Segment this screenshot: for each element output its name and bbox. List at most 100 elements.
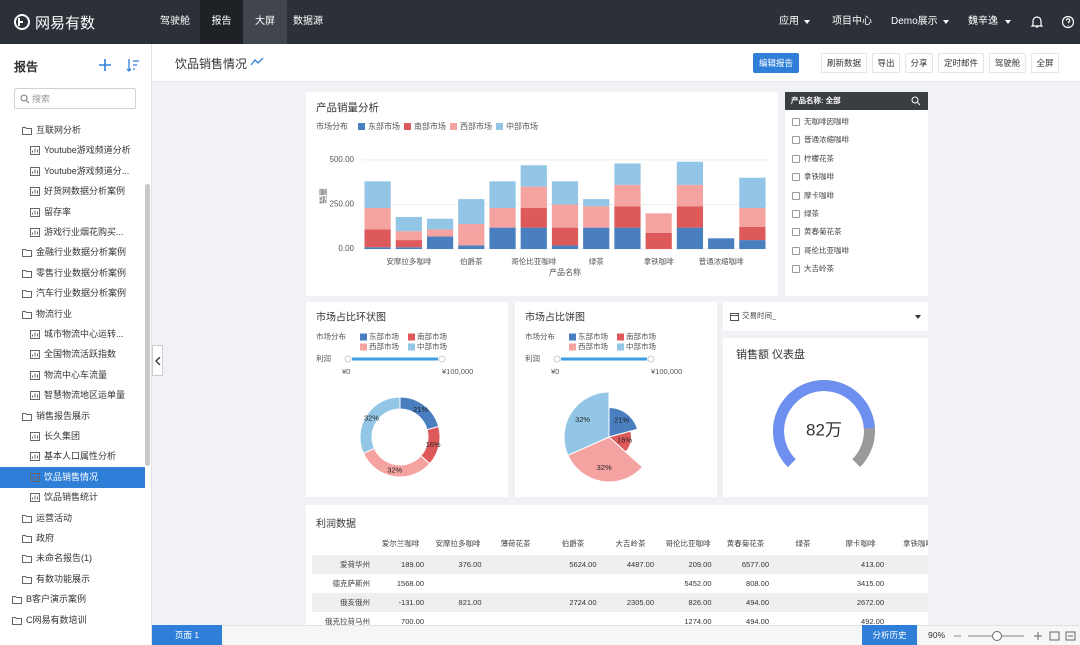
- tree-report[interactable]: 好货网数据分析案例: [44, 186, 126, 197]
- tree-report[interactable]: 游戏行业烟花购买...: [44, 227, 124, 237]
- tree-report[interactable]: 留存率: [44, 206, 72, 217]
- toolbar-button[interactable]: 导出: [872, 53, 900, 73]
- tree-folder[interactable]: 零售行业数据分析案例: [36, 267, 127, 278]
- filter-option[interactable]: 大吉岭茶: [804, 264, 834, 274]
- top-nav: 网易有数 驾驶舱 报告 大屏 数据源 应用 项目中心 Demo展示 魏辛逸: [0, 0, 1080, 44]
- tree-report[interactable]: 长久集团: [44, 431, 81, 441]
- bar-segment: [739, 226, 766, 241]
- y-axis-label: 销量: [318, 188, 328, 204]
- collapse-button[interactable]: [152, 345, 163, 376]
- tree-folder[interactable]: 运营活动: [36, 512, 73, 523]
- tree-folder[interactable]: 政府: [36, 533, 55, 543]
- filter-option[interactable]: 柠檬花茶: [804, 153, 834, 163]
- page-tab[interactable]: 页面 1: [152, 625, 222, 645]
- filter-option[interactable]: 摩卡咖啡: [804, 190, 834, 200]
- column-header: 哥伦比亚咖啡: [665, 539, 711, 548]
- checkbox[interactable]: [792, 228, 800, 237]
- checkbox[interactable]: [792, 173, 800, 182]
- tree-root-folder[interactable]: B客户演示案例: [26, 594, 87, 605]
- tree-root-folder[interactable]: C网易有数培训: [26, 614, 87, 625]
- filter-option[interactable]: 黄春菊花茶: [804, 227, 842, 237]
- slider-max: ¥100,000: [651, 367, 682, 376]
- chart-title: 市场占比饼图: [525, 311, 585, 324]
- scrollbar[interactable]: [145, 184, 150, 466]
- checkbox[interactable]: [792, 191, 800, 200]
- tree-report[interactable]: 饮品销售统计: [44, 492, 99, 503]
- tree-folder[interactable]: 汽车行业数据分析案例: [36, 288, 127, 299]
- row-header: 俄克拉荷马州: [325, 617, 370, 625]
- bar-segment: [458, 199, 485, 225]
- nav-tab[interactable]: 驾驶舱: [160, 16, 190, 27]
- tree-report[interactable]: 智慧物流地区运单量: [44, 390, 126, 401]
- checkbox[interactable]: [792, 154, 800, 163]
- row-header: 德克萨斯州: [332, 579, 371, 588]
- date-filter-label[interactable]: 交易时间_: [742, 311, 777, 320]
- report-icon: [30, 350, 40, 360]
- tree-folder[interactable]: 未命名报告(1): [36, 553, 92, 564]
- checkbox[interactable]: [792, 118, 800, 126]
- report-icon: [30, 187, 40, 197]
- toolbar-button[interactable]: 分享: [905, 53, 933, 73]
- sort-icon[interactable]: [126, 58, 140, 72]
- legend-label: 中部市场: [506, 121, 538, 131]
- tree-folder[interactable]: 互联网分析: [36, 125, 82, 135]
- nav-menu[interactable]: Demo展示: [891, 16, 938, 27]
- chart-icon[interactable]: [250, 57, 264, 67]
- toolbar-button[interactable]: 刷新数据: [821, 53, 867, 73]
- toolbar-button[interactable]: 全屏: [1031, 53, 1059, 73]
- zoom-slider[interactable]: [952, 629, 1080, 643]
- dropdown-caret[interactable]: [915, 315, 921, 319]
- nav-menu[interactable]: 魏辛逸: [968, 16, 998, 27]
- tree-folder[interactable]: 物流行业: [36, 308, 73, 319]
- table-cell: 700.00: [401, 617, 424, 625]
- tree-report[interactable]: Youtube游戏频道分析: [44, 145, 131, 156]
- bell-icon[interactable]: [1030, 15, 1044, 29]
- help-icon[interactable]: [1061, 15, 1075, 29]
- table-cell: 5624.00: [569, 560, 597, 569]
- table-cell: -131.00: [398, 598, 424, 607]
- tree-report[interactable]: 城市物流中心运转...: [44, 329, 124, 339]
- legend-swatch: [569, 343, 576, 351]
- pie-panel: 市场占比饼图 市场分布 东部市场 南部市场 西部市场 中部市场 利润 ¥0 ¥100,000 21…: [515, 302, 717, 497]
- checkbox[interactable]: [792, 265, 800, 274]
- row-stripe: [312, 555, 928, 574]
- legend-label: 南部市场: [417, 331, 447, 341]
- toolbar-button[interactable]: 编辑报告: [753, 53, 799, 73]
- filter-option[interactable]: 普通浓缩咖啡: [804, 135, 849, 145]
- checkbox[interactable]: [792, 210, 800, 218]
- nav-tab[interactable]: 报告: [200, 0, 243, 44]
- tree-report[interactable]: 全国物流活跃指数: [44, 349, 117, 360]
- legend-title: 市场分布: [316, 121, 348, 131]
- tree-report[interactable]: 基本人口属性分析: [44, 451, 117, 462]
- legend-swatch: [496, 123, 503, 130]
- legend-swatch: [358, 123, 365, 130]
- nav-menu[interactable]: 项目中心: [832, 16, 872, 27]
- filter-option[interactable]: 无咖啡因咖啡: [804, 117, 849, 126]
- nav-tab[interactable]: 大屏: [243, 0, 287, 44]
- tree-report[interactable]: Youtube游戏频道分...: [44, 165, 130, 176]
- filter-option[interactable]: 哥伦比亚咖啡: [804, 245, 849, 255]
- y-tick-label: 500.00: [330, 155, 355, 164]
- pie-label: 32%: [575, 415, 590, 424]
- report-shape: [30, 207, 40, 217]
- tree-folder[interactable]: 金融行业数据分析案例: [36, 247, 127, 258]
- nav-menu[interactable]: 应用: [779, 16, 799, 27]
- report-shape: [30, 228, 40, 237]
- tree-folder[interactable]: 有数功能展示: [36, 573, 91, 584]
- tree-report[interactable]: 物流中心车流量: [44, 369, 108, 380]
- toolbar-button[interactable]: 驾驶舱: [989, 53, 1026, 73]
- checkbox[interactable]: [792, 136, 800, 145]
- checkbox[interactable]: [792, 246, 800, 255]
- tree-folder[interactable]: 销售报告展示: [36, 410, 91, 421]
- filter-option[interactable]: 绿茶: [804, 209, 819, 218]
- gauge-panel: 销售额 仪表盘 82万: [723, 338, 928, 497]
- nav-tab[interactable]: 数据源: [293, 16, 323, 27]
- search-box[interactable]: [14, 88, 136, 109]
- add-icon[interactable]: [98, 58, 112, 72]
- filter-option[interactable]: 拿铁咖啡: [804, 172, 834, 182]
- gauge-value-arc: [773, 380, 875, 468]
- toolbar-button[interactable]: 定时邮件: [938, 53, 984, 73]
- history-button[interactable]: 分析历史: [862, 625, 917, 645]
- table-cell: 189.00: [401, 560, 424, 569]
- tree-report[interactable]: 饮品销售情况: [44, 471, 99, 482]
